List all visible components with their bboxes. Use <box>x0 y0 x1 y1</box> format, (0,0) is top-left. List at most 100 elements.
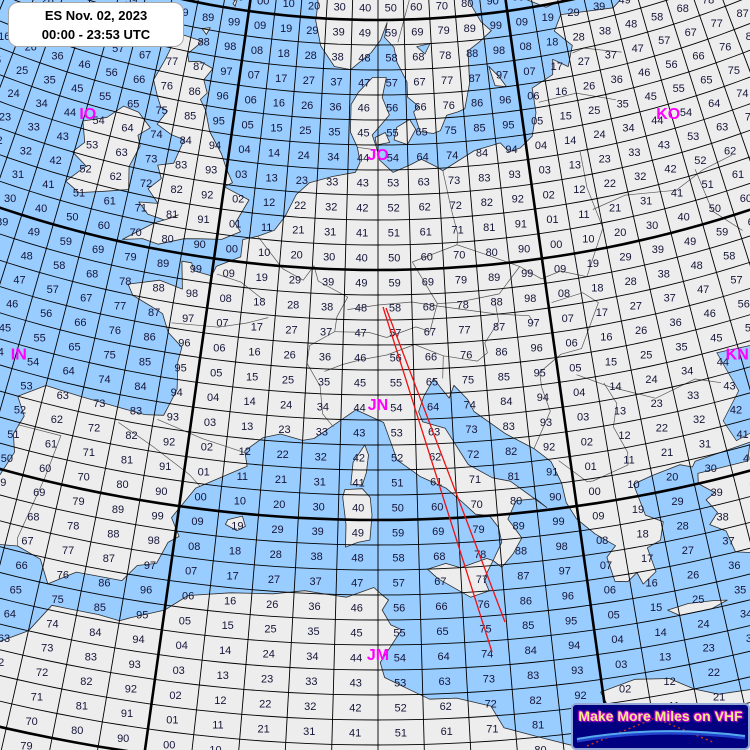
grid-square-number: 75 <box>156 105 168 117</box>
grid-square-number: 14 <box>243 396 255 408</box>
grid-square-number: 93 <box>205 165 217 177</box>
grid-parallel <box>0 233 750 296</box>
grid-square-number: 79 <box>72 496 84 508</box>
grid-square-number: 44 <box>717 357 729 369</box>
grid-square-number: 36 <box>329 102 341 114</box>
grid-square-number: 26 <box>687 569 699 581</box>
grid-square-number: 15 <box>650 602 662 614</box>
grid-parallel <box>0 47 750 121</box>
border-line <box>592 154 732 210</box>
grid-square-number: 19 <box>280 23 292 35</box>
grid-meridian <box>0 0 173 750</box>
grid-square-number: 85 <box>184 110 196 122</box>
grid-square-number: 53 <box>20 381 32 393</box>
grid-square-number: 47 <box>358 77 370 89</box>
grid-square-number: 63 <box>428 426 440 438</box>
grid-meridian <box>583 0 750 732</box>
grid-square-number: 99 <box>190 264 202 276</box>
grid-square-number: 67 <box>434 576 446 588</box>
grid-parallel <box>0 597 750 646</box>
grid-square-number: 12 <box>214 695 226 707</box>
grid-square-number: 29 <box>271 524 283 536</box>
grid-square-number: 56 <box>665 59 677 71</box>
grid-square-number: 73 <box>483 674 495 686</box>
grid-square-number: 85 <box>473 123 485 135</box>
grid-square-number: 61 <box>420 227 432 239</box>
grid-square-number: 16 <box>555 86 567 98</box>
grid-square-number: 08 <box>188 541 200 553</box>
grid-parallel <box>0 390 750 446</box>
grid-square-number: 65 <box>127 98 139 110</box>
grid-square-number: 45 <box>71 83 83 95</box>
grid-square-number: 06 <box>565 338 577 350</box>
grid-square-number: 54 <box>390 402 402 414</box>
grid-square-number: 94 <box>568 640 580 652</box>
grid-square-number: 02 <box>543 189 555 201</box>
grid-square-number: 98 <box>186 288 198 300</box>
grid-square-number: 19 <box>587 258 599 270</box>
grid-square-number: 86 <box>746 31 750 43</box>
grid-square-number: 25 <box>692 594 704 606</box>
grid-square-number: 86 <box>520 595 532 607</box>
grid-square-number: 54 <box>394 652 406 664</box>
grid-square-number: 51 <box>388 227 400 239</box>
grid-square-number: 48 <box>358 52 370 64</box>
grid-square-number: 90 <box>232 0 244 4</box>
grid-square-number: 39 <box>312 526 324 538</box>
grid-square-number: 16 <box>224 595 236 607</box>
grid-square-number: 22 <box>277 449 289 461</box>
grid-square-number: 37 <box>309 576 321 588</box>
grid-square-number: 51 <box>395 727 407 739</box>
grid-parallel <box>0 154 750 221</box>
grid-square-number: 45 <box>357 127 369 139</box>
grid-square-number: 98 <box>524 293 536 305</box>
grid-square-number: 28 <box>287 300 299 312</box>
grid-parallel <box>0 338 750 396</box>
grid-square-number: 14 <box>219 645 231 657</box>
grid-square-number: 40 <box>35 203 47 215</box>
grid-square-number: 77 <box>114 300 126 312</box>
grid-square-number: 44 <box>357 152 369 164</box>
grid-square-number: 91 <box>546 467 558 479</box>
grid-square-number: 07 <box>185 566 197 578</box>
grid-square-number: 99 <box>490 20 502 32</box>
grid-square-number: 43 <box>658 139 670 151</box>
grid-parallel <box>0 74 750 146</box>
grid-square-number: 99 <box>151 511 163 523</box>
grid-square-number: 47 <box>13 275 25 287</box>
grid-square-number: 92 <box>125 684 137 696</box>
grid-square-number: 64 <box>63 366 75 378</box>
grid-square-number: 30 <box>334 2 346 14</box>
grid-square-number: 46 <box>6 299 18 311</box>
grid-square-number: 61 <box>104 196 116 208</box>
grid-square-number: 05 <box>608 609 620 621</box>
grid-square-number: 67 <box>424 326 436 338</box>
grid-square-number: 74 <box>446 150 458 162</box>
grid-square-number: 86 <box>143 332 155 344</box>
grid-square-number: 08 <box>251 45 263 57</box>
grid-parallel <box>13 0 743 71</box>
grid-square-number: 44 <box>0 346 4 358</box>
grid-square-number: 00 <box>226 243 238 255</box>
land-polygon <box>0 0 750 585</box>
grid-square-number: 15 <box>560 110 572 122</box>
grid-square-number: 24 <box>593 129 605 141</box>
grid-meridian <box>722 0 750 73</box>
grid-square-number: 48 <box>21 251 33 263</box>
grid-square-number: 39 <box>593 1 605 13</box>
grid-square-number: 98 <box>556 541 568 553</box>
grid-square-number: 10 <box>258 247 270 259</box>
grid-square-number: 24 <box>697 618 709 630</box>
grid-square-number: 17 <box>596 307 608 319</box>
grid-square-number: 32 <box>634 171 646 183</box>
field-boundary-parallel <box>0 467 750 522</box>
grid-square-number: 90 <box>549 491 561 503</box>
mmmonvhf-banner[interactable]: Make More Miles on VHF <box>571 703 750 750</box>
grid-square-number: 86 <box>471 98 483 110</box>
grid-square-number: 30 <box>646 220 658 232</box>
grid-parallel <box>0 442 750 496</box>
grid-square-number: 17 <box>226 570 238 582</box>
grid-square-number: 82 <box>125 430 137 442</box>
grid-square-number: 14 <box>564 135 576 147</box>
grid-square-number: 51 <box>391 477 403 489</box>
